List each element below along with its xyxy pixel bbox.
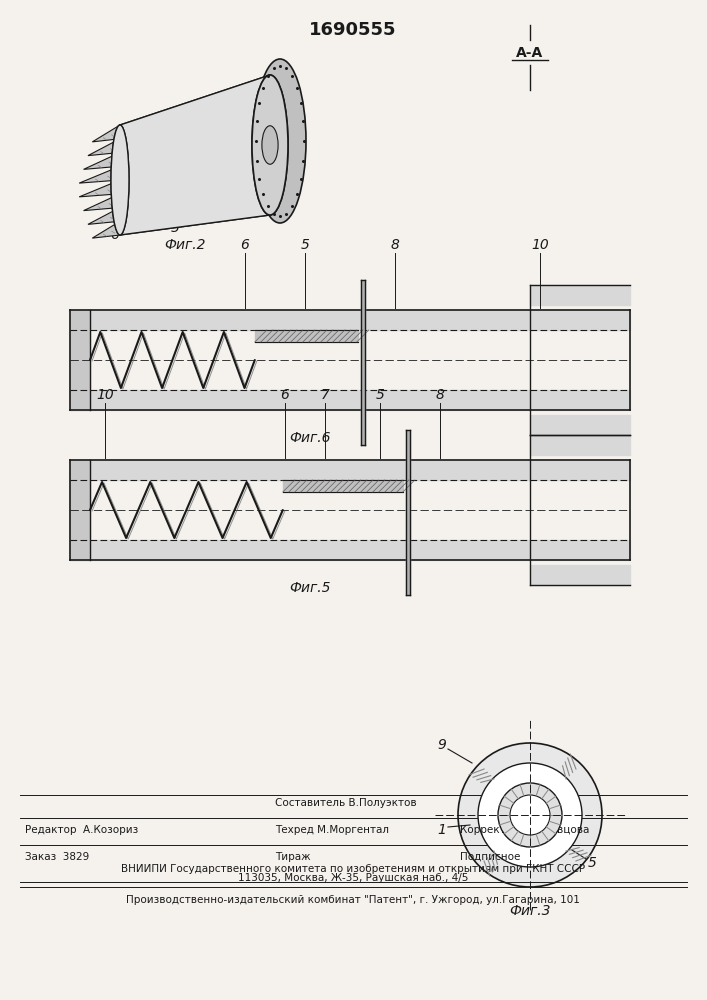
Ellipse shape	[111, 125, 129, 235]
Polygon shape	[93, 221, 120, 238]
Text: 5: 5	[588, 856, 597, 870]
Text: Тираж: Тираж	[275, 852, 310, 862]
Ellipse shape	[262, 126, 278, 164]
Text: 8: 8	[436, 388, 445, 402]
Text: 10: 10	[96, 388, 114, 402]
Circle shape	[478, 763, 582, 867]
Polygon shape	[88, 208, 120, 224]
Text: Составитель В.Полуэктов: Составитель В.Полуэктов	[275, 798, 416, 808]
Text: Фиг.5: Фиг.5	[289, 581, 331, 595]
Ellipse shape	[252, 75, 288, 215]
Polygon shape	[83, 194, 120, 211]
Ellipse shape	[252, 75, 288, 215]
Text: А-А: А-А	[516, 46, 544, 60]
Text: Техред М.Моргентал: Техред М.Моргентал	[275, 825, 389, 835]
Polygon shape	[88, 139, 120, 156]
Polygon shape	[83, 152, 120, 169]
Text: 6: 6	[240, 238, 250, 252]
Text: 1690555: 1690555	[309, 21, 397, 39]
Text: 5: 5	[375, 388, 385, 402]
Text: Корректор  О.Кравцова: Корректор О.Кравцова	[460, 825, 590, 835]
Text: 6: 6	[281, 388, 289, 402]
Text: ВНИИПИ Государственного комитета по изобретениям и открытиям при ГКНТ СССР: ВНИИПИ Государственного комитета по изоб…	[121, 864, 585, 874]
Text: Редактор  А.Козориз: Редактор А.Козориз	[25, 825, 139, 835]
Text: 5: 5	[300, 238, 310, 252]
Text: Фиг.3: Фиг.3	[509, 904, 551, 918]
Circle shape	[498, 783, 562, 847]
Text: 7: 7	[320, 388, 329, 402]
Text: 5: 5	[170, 221, 180, 235]
Polygon shape	[79, 180, 120, 197]
Polygon shape	[93, 125, 120, 142]
Text: 8: 8	[390, 238, 399, 252]
Polygon shape	[79, 166, 120, 183]
Circle shape	[510, 795, 550, 835]
Text: Фиг.2: Фиг.2	[164, 238, 206, 252]
Text: Заказ  3829: Заказ 3829	[25, 852, 89, 862]
Text: 8: 8	[245, 206, 255, 220]
Text: 1: 1	[438, 823, 446, 837]
Circle shape	[458, 743, 602, 887]
Text: 10: 10	[531, 238, 549, 252]
Text: Подписное: Подписное	[460, 852, 520, 862]
Ellipse shape	[262, 126, 278, 164]
Ellipse shape	[111, 125, 129, 235]
Ellipse shape	[254, 59, 306, 223]
Polygon shape	[120, 75, 270, 235]
Polygon shape	[120, 75, 270, 235]
Text: Производственно-издательский комбинат "Патент", г. Ужгород, ул.Гагарина, 101: Производственно-издательский комбинат "П…	[126, 895, 580, 905]
Text: 9: 9	[438, 738, 446, 752]
Text: 6: 6	[110, 228, 119, 242]
Text: Фиг.6: Фиг.6	[289, 431, 331, 445]
Text: 113035, Москва, Ж-35, Раушская наб., 4/5: 113035, Москва, Ж-35, Раушская наб., 4/5	[238, 873, 468, 883]
